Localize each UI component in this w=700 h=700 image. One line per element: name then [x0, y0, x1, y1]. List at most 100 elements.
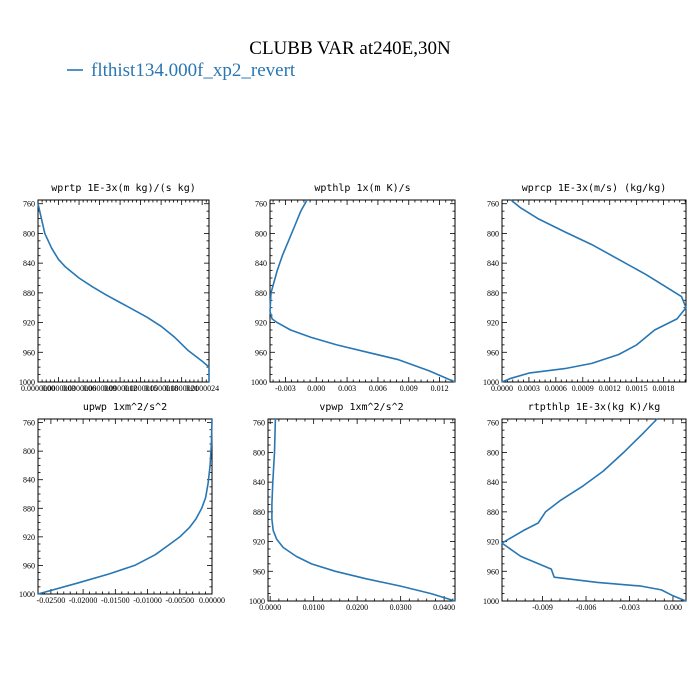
x-tick-label: -0.00500 [165, 596, 194, 605]
y-tick-label: 920 [23, 319, 35, 328]
x-tick-label: 0.0000003 [42, 384, 76, 393]
series-line [501, 418, 687, 602]
x-tick-label: 0.0000006 [62, 384, 96, 393]
y-tick-label: 840 [255, 259, 267, 268]
y-tick-label: 1000 [483, 378, 499, 387]
panels: wprtp 1E-3x(m kg)/(s kg) 760 800 840 880 920 9… [19, 183, 687, 612]
figure-title: CLUBB VAR at240E,30N [249, 38, 451, 59]
y-tick-label: 920 [487, 319, 499, 328]
x-tick-label: 0.0003 [518, 384, 540, 393]
y-tick-label: 1000 [483, 597, 499, 606]
series-line [37, 203, 210, 382]
y-tick-label: 880 [255, 289, 267, 298]
series-line [37, 418, 213, 595]
y-tick-label: 920 [487, 538, 499, 547]
legend-label: flthist134.000f_xp2_revert [91, 60, 296, 81]
y-tick-label: 800 [487, 448, 499, 457]
x-tick-label: -0.009 [532, 603, 553, 612]
y-tick-label: 840 [253, 478, 265, 487]
x-tick-label: 0.0015 [626, 384, 648, 393]
x-tick-label: 0.003 [338, 384, 356, 393]
plot-frame [501, 199, 687, 383]
y-tick-label: 800 [23, 447, 35, 456]
x-tick-label: 0.000 [307, 384, 325, 393]
panel-title: wprcp 1E-3x(m/s) (kg/kg) [522, 183, 667, 194]
x-tick-label: 0.0000024 [185, 384, 219, 393]
x-tick-label: 0.0000009 [83, 384, 117, 393]
y-tick-label: 880 [487, 289, 499, 298]
y-tick-label: 800 [255, 229, 267, 238]
x-tick-label: 0.0000015 [124, 384, 158, 393]
y-tick-label: 920 [253, 538, 265, 547]
panel-2: wpthlp 1x(m K)/s 760 800 840 880 920 960 1000 -0… [251, 183, 456, 393]
panel-title: wpthlp 1x(m K)/s [314, 183, 410, 194]
y-tick-label: 760 [253, 419, 265, 428]
y-tick-label: 960 [23, 561, 35, 570]
y-tick-label: 800 [23, 229, 35, 238]
y-tick-label: 880 [23, 504, 35, 513]
y-tick-label: 960 [255, 348, 267, 357]
x-tick-label: -0.003 [619, 603, 640, 612]
y-tick-label: 760 [487, 200, 499, 209]
x-tick-label: 0.000 [664, 603, 682, 612]
panel-4: upwp 1xm^2/s^27608008408809209601000-0.0… [19, 402, 225, 605]
series-line [269, 199, 456, 383]
x-tick-label: 0.0000021 [165, 384, 199, 393]
plot-frame [37, 418, 213, 595]
x-tick-label: 0.0009 [572, 384, 594, 393]
x-tick-label: -0.02000 [69, 596, 98, 605]
x-tick-label: -0.003 [275, 384, 296, 393]
x-tick-label: 0.0300 [390, 603, 412, 612]
x-tick-label: 0.0000000 [21, 384, 55, 393]
x-tick-label: -0.01500 [101, 596, 130, 605]
x-tick-label: 0.0006 [545, 384, 567, 393]
x-tick-label: 0.0400 [433, 603, 455, 612]
plot-frame [37, 199, 210, 383]
y-tick-label: 1000 [19, 378, 35, 387]
y-tick-label: 1000 [19, 590, 35, 599]
x-tick-label: 0.0200 [346, 603, 368, 612]
y-tick-label: 960 [23, 348, 35, 357]
series-line [271, 418, 456, 602]
x-tick-label: 0.0000 [259, 603, 281, 612]
series-line [501, 199, 687, 383]
panel-3: wprcp 1E-3x(m/s) (kg/kg) 760 800 840 880 920 9… [483, 183, 687, 393]
y-tick-label: 840 [487, 259, 499, 268]
x-tick-label: 0.0018 [653, 384, 675, 393]
figure-legend: flthist134.000f_xp2_revert [67, 60, 296, 81]
y-tick-label: 960 [487, 348, 499, 357]
panel-title: rtpthlp 1E-3x(kg K)/kg [528, 402, 660, 413]
y-tick-label: 960 [487, 567, 499, 576]
x-tick-label: 0.009 [400, 384, 418, 393]
y-tick-label: 760 [23, 419, 35, 428]
plot-frame [269, 199, 456, 383]
x-tick-label: 0.012 [431, 384, 449, 393]
y-tick-label: 960 [253, 567, 265, 576]
y-tick-label: 840 [23, 259, 35, 268]
y-tick-label: 840 [487, 478, 499, 487]
y-tick-label: 920 [23, 533, 35, 542]
y-tick-label: 1000 [249, 597, 265, 606]
panel-title: wprtp 1E-3x(m kg)/(s kg) [51, 183, 196, 194]
y-tick-label: 840 [23, 476, 35, 485]
y-tick-label: 880 [23, 289, 35, 298]
panel-1: wprtp 1E-3x(m kg)/(s kg) 760 800 840 880 920 9… [19, 183, 219, 393]
x-tick-label: 0.0100 [303, 603, 325, 612]
y-tick-label: 880 [253, 508, 265, 517]
y-tick-label: 800 [487, 229, 499, 238]
panel-title: vpwp 1xm^2/s^2 [319, 402, 403, 413]
y-tick-label: 760 [255, 200, 267, 209]
x-tick-label: 0.0000018 [144, 384, 178, 393]
y-tick-label: 920 [255, 319, 267, 328]
y-tick-label: 760 [23, 200, 35, 209]
y-tick-label: 880 [487, 508, 499, 517]
panel-5: vpwp 1xm^2/s^2 760 800 840 880 920 960 10000.00… [249, 402, 456, 612]
x-tick-label: 0.0000012 [103, 384, 137, 393]
x-tick-label: -0.006 [576, 603, 597, 612]
plot-frame [501, 418, 687, 602]
y-tick-label: 1000 [251, 378, 267, 387]
x-tick-label: 0.0000 [491, 384, 513, 393]
x-tick-label: 0.006 [369, 384, 387, 393]
x-tick-label: 0.0012 [599, 384, 621, 393]
